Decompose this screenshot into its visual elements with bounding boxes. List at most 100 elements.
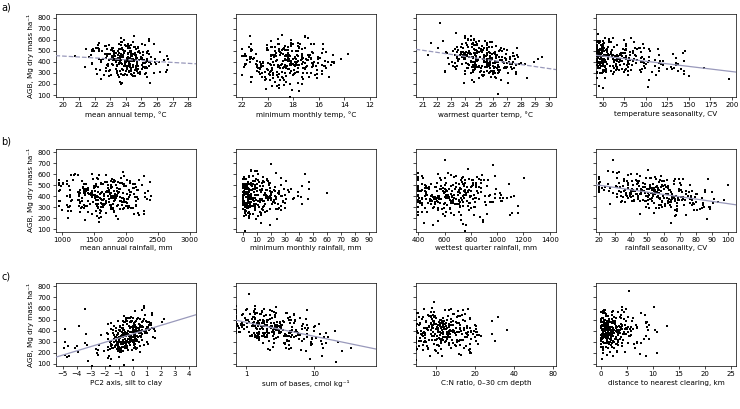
Point: [266, 189, 278, 195]
Point: [597, 330, 609, 337]
Point: [618, 167, 630, 173]
Point: [289, 328, 301, 335]
Point: [670, 61, 682, 67]
Point: [622, 49, 633, 55]
Point: [315, 329, 327, 335]
Point: [101, 189, 112, 196]
Point: [654, 185, 666, 192]
Point: [602, 54, 614, 60]
Point: [683, 200, 695, 207]
Point: [652, 191, 664, 198]
Point: [486, 54, 498, 60]
Point: [603, 330, 615, 337]
Point: [412, 175, 424, 181]
Point: [131, 330, 143, 337]
Point: [284, 70, 296, 76]
Point: [288, 348, 300, 355]
Point: [636, 67, 648, 73]
Point: [477, 218, 489, 225]
Point: [484, 53, 496, 59]
Point: [665, 189, 677, 196]
Point: [648, 304, 660, 311]
Point: [679, 212, 690, 219]
Point: [251, 58, 263, 65]
Point: [135, 319, 147, 325]
Point: [454, 313, 466, 319]
Point: [507, 61, 519, 67]
Point: [138, 318, 150, 324]
Point: [135, 319, 147, 326]
Point: [98, 196, 110, 202]
Point: [92, 347, 104, 353]
Point: [480, 55, 492, 62]
Point: [252, 184, 263, 191]
Point: [130, 353, 142, 360]
Point: [483, 61, 495, 67]
Point: [112, 341, 124, 347]
Point: [229, 328, 241, 335]
Point: [62, 203, 74, 210]
Point: [102, 354, 114, 360]
Point: [650, 329, 662, 335]
Point: [248, 201, 260, 208]
Point: [248, 332, 260, 338]
Point: [105, 194, 117, 201]
Point: [656, 183, 667, 190]
Point: [268, 306, 280, 313]
Point: [619, 349, 630, 355]
Point: [597, 310, 609, 317]
Point: [108, 209, 120, 216]
Point: [619, 318, 631, 324]
Point: [91, 196, 103, 203]
Point: [120, 315, 132, 321]
Point: [128, 324, 140, 331]
Point: [616, 306, 628, 313]
Point: [75, 205, 87, 211]
Point: [420, 331, 431, 338]
Point: [631, 325, 643, 331]
Point: [458, 56, 470, 63]
Point: [271, 216, 283, 222]
Point: [414, 335, 426, 342]
Point: [620, 306, 632, 312]
Point: [650, 186, 662, 192]
Point: [440, 182, 451, 188]
Point: [441, 331, 453, 337]
Point: [142, 330, 154, 337]
Point: [74, 199, 86, 205]
Point: [665, 197, 676, 203]
Point: [130, 56, 141, 63]
Point: [119, 322, 131, 329]
Point: [600, 323, 612, 329]
Point: [608, 196, 619, 202]
Point: [53, 188, 64, 195]
Point: [466, 52, 478, 58]
Point: [73, 189, 84, 196]
Point: [609, 336, 621, 343]
Point: [499, 51, 511, 57]
Point: [104, 61, 115, 67]
Point: [475, 69, 487, 75]
Point: [605, 311, 617, 318]
Point: [240, 201, 252, 207]
Point: [243, 200, 255, 206]
Point: [252, 181, 263, 187]
Point: [670, 204, 682, 211]
Point: [485, 49, 497, 55]
Point: [118, 58, 130, 65]
Point: [272, 205, 284, 212]
Point: [597, 315, 609, 321]
Point: [494, 194, 506, 201]
Point: [608, 54, 619, 61]
Point: [484, 192, 496, 199]
Point: [110, 332, 122, 338]
Point: [53, 197, 64, 204]
Point: [110, 54, 122, 61]
Point: [138, 211, 150, 218]
Point: [685, 192, 697, 199]
Point: [440, 179, 451, 186]
Point: [657, 189, 669, 196]
Point: [462, 166, 474, 173]
Point: [229, 329, 241, 336]
Point: [608, 326, 620, 333]
